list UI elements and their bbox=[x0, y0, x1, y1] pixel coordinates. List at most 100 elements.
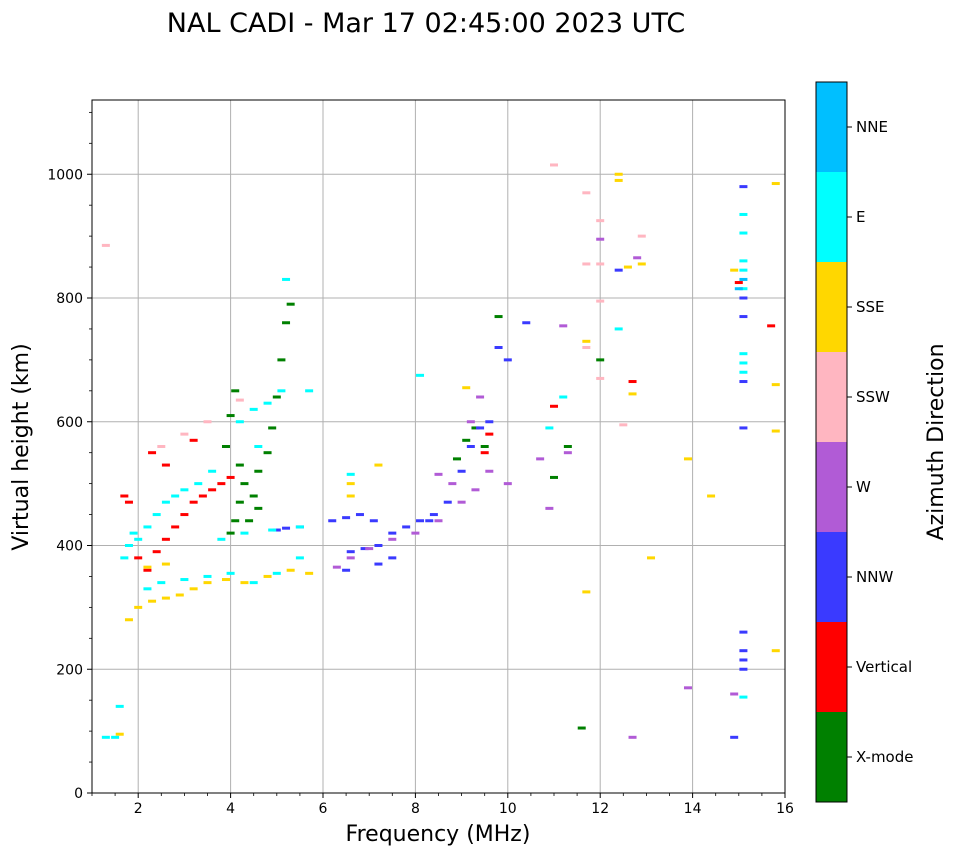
data-point bbox=[771, 429, 780, 433]
data-point bbox=[286, 568, 295, 572]
data-point bbox=[263, 401, 272, 405]
data-point bbox=[734, 281, 743, 285]
azimuth-colorbar: X-mode Vertical NNW W SSW SSE E NNE bbox=[815, 81, 913, 803]
data-point bbox=[120, 494, 129, 498]
data-point bbox=[596, 262, 605, 266]
x-axis-ticks: 2 4 6 8 10 12 14 16 bbox=[91, 793, 794, 817]
colorbar-segment bbox=[816, 442, 847, 532]
colorbar-label: SSE bbox=[856, 298, 885, 316]
data-point bbox=[282, 526, 291, 530]
y-axis-title: Virtual height (km) bbox=[9, 343, 34, 550]
data-point bbox=[503, 358, 512, 362]
data-point bbox=[434, 472, 443, 476]
data-point bbox=[254, 506, 263, 510]
data-point bbox=[628, 380, 637, 384]
y-tick-label: 400 bbox=[56, 539, 83, 555]
y-tick-label: 200 bbox=[56, 662, 83, 678]
data-point bbox=[683, 457, 692, 461]
data-point bbox=[161, 463, 170, 467]
data-point bbox=[342, 516, 351, 520]
data-point bbox=[180, 432, 189, 436]
data-point bbox=[374, 562, 383, 566]
data-point bbox=[189, 587, 198, 591]
data-point bbox=[559, 324, 568, 328]
grid bbox=[92, 100, 785, 793]
data-point bbox=[536, 457, 545, 461]
colorbar-label: NNW bbox=[856, 568, 893, 586]
data-point bbox=[480, 445, 489, 448]
data-point bbox=[189, 438, 198, 442]
data-point bbox=[619, 423, 628, 427]
data-point bbox=[134, 556, 143, 560]
colorbar-frame bbox=[815, 81, 848, 803]
colorbar-segment bbox=[816, 532, 847, 622]
data-point bbox=[411, 531, 420, 535]
data-point bbox=[494, 315, 503, 319]
data-point bbox=[221, 445, 230, 448]
data-point bbox=[111, 735, 120, 739]
data-point bbox=[739, 649, 748, 653]
data-point bbox=[235, 500, 244, 504]
data-point bbox=[739, 352, 748, 356]
data-point bbox=[360, 547, 369, 551]
data-point bbox=[563, 451, 572, 455]
data-point bbox=[328, 519, 337, 523]
data-point bbox=[240, 581, 249, 585]
data-point bbox=[637, 234, 646, 238]
data-point bbox=[355, 513, 364, 517]
data-point bbox=[171, 525, 180, 529]
data-point bbox=[249, 581, 258, 585]
data-point bbox=[633, 256, 642, 260]
data-point bbox=[189, 500, 198, 504]
colorbar-segment bbox=[816, 172, 847, 262]
data-point bbox=[522, 321, 531, 325]
data-point bbox=[614, 327, 623, 331]
data-point bbox=[346, 494, 355, 498]
data-point bbox=[637, 262, 646, 266]
data-point bbox=[388, 531, 397, 535]
data-point bbox=[739, 212, 748, 216]
data-point bbox=[739, 667, 748, 671]
data-point bbox=[332, 565, 341, 569]
data-point bbox=[730, 692, 739, 696]
data-point bbox=[268, 426, 277, 430]
series-nne bbox=[734, 277, 748, 291]
data-point bbox=[596, 376, 605, 380]
data-point bbox=[226, 531, 235, 535]
data-point bbox=[388, 556, 397, 560]
data-point bbox=[161, 500, 170, 504]
series-ssw bbox=[101, 163, 646, 448]
data-point bbox=[203, 581, 212, 585]
colorbar-segment bbox=[816, 712, 847, 802]
data-point bbox=[739, 380, 748, 384]
data-point bbox=[707, 494, 716, 498]
data-point bbox=[596, 237, 605, 241]
data-point bbox=[277, 389, 286, 393]
colorbar-title: Azimuth Direction bbox=[924, 343, 949, 540]
colorbar-label: Vertical bbox=[856, 658, 912, 676]
data-point bbox=[180, 513, 189, 517]
data-point bbox=[545, 426, 554, 430]
x-tick-label: 16 bbox=[776, 801, 794, 817]
data-point bbox=[254, 469, 263, 473]
data-point bbox=[739, 296, 748, 300]
data-point bbox=[221, 578, 230, 582]
data-point bbox=[305, 389, 314, 393]
data-point bbox=[157, 581, 166, 585]
data-point bbox=[466, 420, 475, 424]
data-point bbox=[771, 182, 780, 186]
data-point bbox=[614, 172, 623, 176]
y-tick-label: 800 bbox=[56, 291, 83, 307]
data-point bbox=[596, 219, 605, 223]
data-point bbox=[425, 519, 434, 523]
data-point bbox=[471, 488, 480, 492]
data-point bbox=[374, 463, 383, 467]
data-point bbox=[485, 469, 494, 473]
data-point bbox=[485, 420, 494, 424]
y-tick-label: 0 bbox=[74, 786, 83, 802]
data-point bbox=[157, 445, 166, 448]
data-point bbox=[272, 395, 281, 399]
data-point bbox=[614, 178, 623, 182]
data-point bbox=[448, 482, 457, 486]
